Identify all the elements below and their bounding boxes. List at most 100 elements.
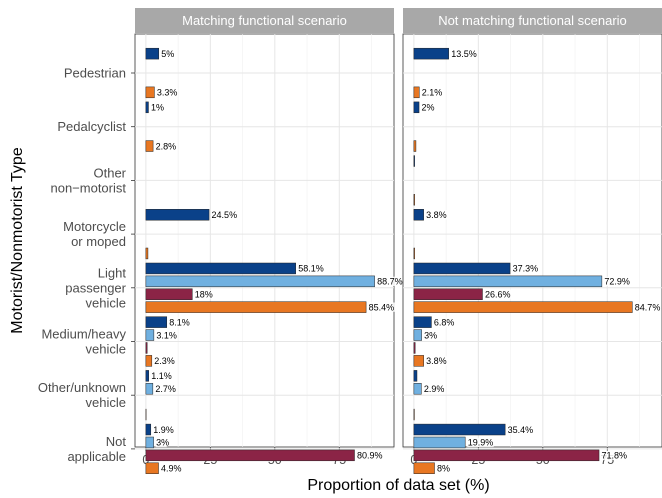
data-label: 19.9% xyxy=(468,438,494,448)
bar-8-2 xyxy=(145,436,154,449)
data-label: 6.8% xyxy=(434,317,455,327)
data-label-bg xyxy=(423,384,445,394)
bar-1-1 xyxy=(413,47,449,60)
bar-6-1 xyxy=(413,316,432,328)
bar-7-1 xyxy=(145,370,149,382)
data-label: 72.9% xyxy=(604,277,630,287)
bar-1-4 xyxy=(413,86,420,99)
data-label: 26.6% xyxy=(485,289,511,299)
bar-2-1 xyxy=(413,101,420,114)
bar-6-2 xyxy=(413,329,422,341)
data-label: 4.9% xyxy=(161,463,182,473)
bar-8-1 xyxy=(413,423,506,436)
bar-5-4 xyxy=(413,301,633,313)
data-label-bg xyxy=(421,87,443,97)
data-label: 3% xyxy=(156,438,169,448)
bar-2-4 xyxy=(413,140,417,152)
bar-6-4 xyxy=(413,355,424,367)
bar-7-2 xyxy=(145,383,154,395)
data-label: 3.3% xyxy=(157,88,178,98)
data-label: 71.8% xyxy=(602,451,628,461)
data-label: 3.8% xyxy=(426,210,447,220)
data-label: 35.4% xyxy=(508,425,534,435)
data-label-bg xyxy=(423,330,435,340)
bar-8-3 xyxy=(145,449,355,462)
data-label: 1.1% xyxy=(151,371,172,381)
x-axis-title: Proportion of data set (%) xyxy=(307,477,489,494)
bar-7-4 xyxy=(413,408,415,421)
data-label: 5% xyxy=(161,49,174,59)
data-label: 13.5% xyxy=(451,49,477,59)
bar-4-1 xyxy=(145,209,210,221)
data-label-bg xyxy=(152,424,175,435)
bar-5-2 xyxy=(145,275,375,288)
data-label-bg xyxy=(450,49,478,59)
data-label: 3.8% xyxy=(426,356,447,366)
data-label-bg xyxy=(150,371,173,381)
facet-strip xyxy=(135,8,394,33)
data-label-bg xyxy=(425,356,448,366)
data-label: 3.1% xyxy=(156,330,177,340)
category-label: Light passenger vehicle xyxy=(65,265,126,310)
data-label: 88.7% xyxy=(377,277,403,287)
data-label-bg xyxy=(160,49,172,59)
bar-5-4 xyxy=(145,301,367,313)
data-label: 84.7% xyxy=(635,302,661,312)
bar-5-1 xyxy=(145,262,296,275)
data-label-bg xyxy=(168,317,191,327)
facet-panel-2: Not matching functional scenario02550751… xyxy=(402,8,662,474)
data-label: 8.1% xyxy=(169,317,190,327)
category-label: Pedestrian xyxy=(64,66,126,81)
category-label: Medium/heavy vehicle xyxy=(41,327,126,357)
data-label-bg xyxy=(155,141,177,151)
bar-4-4 xyxy=(145,247,149,260)
bar-6-4 xyxy=(145,355,153,367)
data-label-bg xyxy=(601,450,628,460)
data-label-bg xyxy=(603,276,631,286)
data-label-bg xyxy=(155,330,178,340)
data-label-bg xyxy=(376,276,404,286)
data-label: 2% xyxy=(422,103,435,113)
data-label: 1% xyxy=(151,103,164,113)
data-label: 2.3% xyxy=(154,356,175,366)
data-label-bg xyxy=(150,102,162,112)
data-label: 18% xyxy=(195,289,213,299)
data-label: 2.7% xyxy=(155,384,176,394)
data-label-bg xyxy=(160,463,182,473)
category-label: Other non−motorist xyxy=(50,165,126,195)
bar-6-3 xyxy=(145,342,148,354)
data-label-bg xyxy=(368,302,395,312)
category-label: Pedalcyclist xyxy=(57,119,126,134)
data-label-bg xyxy=(297,263,325,274)
facet-panel-1: Matching functional scenario02550755%3.3… xyxy=(134,8,404,474)
bar-1-4 xyxy=(145,86,155,99)
data-label-bg xyxy=(154,384,177,394)
data-label: 2.8% xyxy=(156,141,177,151)
category-label: Motorcycle or moped xyxy=(63,219,126,249)
bar-3-1 xyxy=(413,155,415,167)
data-label-bg xyxy=(156,87,178,97)
bar-4-4 xyxy=(413,247,415,260)
bar-6-1 xyxy=(145,316,168,328)
data-label-bg xyxy=(153,356,176,366)
data-label-bg xyxy=(467,437,494,448)
data-label: 58.1% xyxy=(298,264,324,274)
bar-2-1 xyxy=(145,101,149,114)
bar-4-1 xyxy=(413,209,424,221)
facet-strip-label: Not matching functional scenario xyxy=(438,13,627,28)
bar-1-1 xyxy=(145,47,160,60)
data-label: 85.4% xyxy=(369,302,395,312)
data-label-bg xyxy=(634,302,661,312)
data-label-bg xyxy=(484,289,511,299)
data-label: 80.9% xyxy=(357,451,383,461)
data-label: 2.1% xyxy=(422,88,443,98)
bar-5-2 xyxy=(413,275,603,288)
bar-7-1 xyxy=(413,370,418,382)
bar-5-3 xyxy=(145,288,193,300)
bar-8-4 xyxy=(413,462,435,474)
bar-8-1 xyxy=(145,423,152,436)
bar-6-3 xyxy=(413,342,416,354)
data-label: 37.3% xyxy=(513,264,539,274)
facet-strip xyxy=(403,8,662,33)
data-label-bg xyxy=(421,102,433,112)
